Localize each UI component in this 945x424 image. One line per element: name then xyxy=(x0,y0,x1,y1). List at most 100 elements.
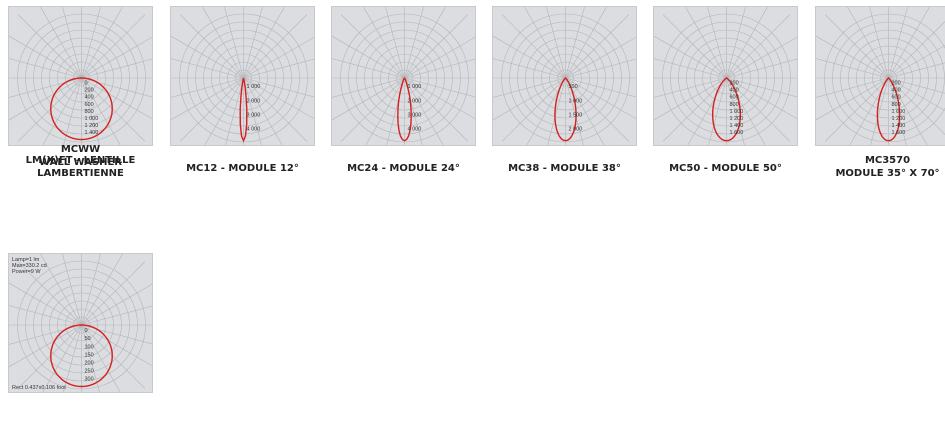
grid-radial xyxy=(243,77,308,142)
grid-radial xyxy=(243,7,263,79)
grid-radial xyxy=(42,77,82,145)
scale-label: 2 000 xyxy=(247,98,261,104)
grid-radial xyxy=(501,77,566,142)
grid-radial xyxy=(81,7,123,79)
scale-label: 2 000 xyxy=(408,98,422,104)
grid-radial xyxy=(708,77,727,145)
grid-radial xyxy=(888,77,945,135)
grid-radial xyxy=(171,77,244,121)
grid-radial xyxy=(179,77,244,142)
grid-radial xyxy=(404,77,469,142)
scale-label: 1 000 xyxy=(408,84,422,90)
grid-radial xyxy=(243,77,314,98)
grid-radial xyxy=(81,7,101,79)
caption-line: MCWW xyxy=(60,144,101,155)
grid-radial xyxy=(726,77,745,145)
scale-label: 3 000 xyxy=(247,113,261,119)
grid-radial xyxy=(332,77,405,98)
grid-radial xyxy=(565,7,585,79)
grid-radial xyxy=(225,77,244,145)
grid-radial xyxy=(726,7,768,79)
grid-radial xyxy=(81,77,152,120)
grid-radial xyxy=(243,7,285,79)
grid-radial xyxy=(404,36,475,79)
grid-radial xyxy=(340,77,405,142)
grid-radial xyxy=(332,58,405,79)
grid-radial xyxy=(9,282,82,326)
scale-label: 2 000 xyxy=(569,127,583,133)
caption-line: MC38 - MODULE 38° xyxy=(508,163,621,174)
grid-radial xyxy=(524,7,566,79)
info-line: Max=330.2 cd xyxy=(12,263,47,269)
grid-radial xyxy=(243,77,283,145)
grid-radial xyxy=(42,324,82,392)
grid-radial xyxy=(726,36,797,79)
grid-radial xyxy=(171,77,244,98)
scale-label: 800 xyxy=(730,102,739,108)
grid-radial xyxy=(654,77,727,98)
scale-label: 600 xyxy=(892,95,901,101)
grid-radial xyxy=(9,77,82,121)
grid-radial xyxy=(385,7,405,79)
scale-label: 800 xyxy=(85,109,94,115)
scale-label: 200 xyxy=(892,81,901,87)
grid-radial xyxy=(888,77,945,111)
grid-radial xyxy=(404,77,475,98)
scale-label: 1 400 xyxy=(85,130,99,136)
grid-radial xyxy=(888,7,908,79)
grid-radial xyxy=(365,77,405,145)
grid-radial xyxy=(685,7,727,79)
grid-radial xyxy=(81,36,152,79)
scale-label: 4 000 xyxy=(247,127,261,133)
grid-radial xyxy=(824,77,889,142)
grid-radial xyxy=(81,324,146,389)
grid-radial xyxy=(565,77,630,142)
scale-label: 0 xyxy=(85,328,88,334)
grid-radial xyxy=(888,21,945,79)
grid-radial xyxy=(81,324,100,392)
grid-radial xyxy=(687,77,727,145)
caption-line: MC12 - MODULE 12° xyxy=(186,163,299,174)
grid-radial xyxy=(888,77,945,94)
caption-line: MODULE 35° X 70° xyxy=(835,168,940,179)
scale-label: 200 xyxy=(85,361,94,367)
grid-radial xyxy=(81,77,146,142)
grid-radial xyxy=(726,77,791,142)
scale-label: 0 xyxy=(85,81,88,87)
scale-label: 1 600 xyxy=(892,130,906,136)
scale-label: 1 000 xyxy=(730,109,744,115)
grid-radial xyxy=(565,77,584,145)
grid-radial xyxy=(40,7,82,79)
scale-label: 4 000 xyxy=(408,127,422,133)
polar-diagram: 0 200 400 600 800 1 000 1 200 1 400 xyxy=(8,6,153,146)
grid-radial xyxy=(40,254,82,326)
grid-radial xyxy=(81,77,121,145)
info-line: Power=9 W xyxy=(12,269,41,275)
scale-label: 1 500 xyxy=(569,113,583,119)
grid-radial xyxy=(332,35,405,79)
scale-label: 400 xyxy=(730,88,739,94)
grid-radial xyxy=(81,324,121,392)
polar-diagram: 1 000 2 000 3 000 4 000 xyxy=(170,6,315,146)
intensity-curve xyxy=(239,77,248,143)
grid-radial xyxy=(726,77,797,98)
grid-radial xyxy=(824,14,889,79)
grid-radial xyxy=(243,36,314,79)
grid-radial xyxy=(726,14,791,79)
grid-radial xyxy=(662,14,727,79)
footer-note: Rect 0.437x0.106 foot xyxy=(12,385,66,391)
intensity-curve xyxy=(50,77,113,141)
grid-radial xyxy=(332,77,405,121)
polar-diagram: 500 1 000 1 500 2 000 xyxy=(492,6,637,146)
grid-radial xyxy=(17,324,82,389)
grid-radial xyxy=(62,7,82,79)
grid-radial xyxy=(888,7,930,79)
grid-radial xyxy=(707,7,727,79)
grid-radial xyxy=(81,305,152,326)
grid-radial xyxy=(81,254,123,326)
grid-radial xyxy=(81,324,152,367)
scale-label: 1 200 xyxy=(892,116,906,122)
diagram-caption: MC3570 MODULE 35° X 70° xyxy=(805,154,945,180)
grid-radial xyxy=(888,77,907,145)
grid-radial xyxy=(888,62,945,79)
